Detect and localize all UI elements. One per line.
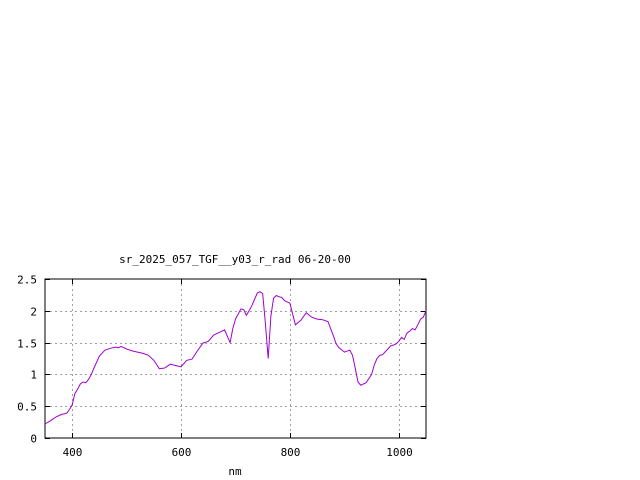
x-tick-label: 600 [172, 446, 192, 459]
y-tick-label: 0 [30, 433, 37, 446]
chart-title: sr_2025_057_TGF__y03_r_rad 06-20-00 [119, 253, 351, 266]
grid [45, 279, 426, 438]
y-tick-label: 1.5 [17, 338, 37, 351]
x-tick-label: 1000 [386, 446, 413, 459]
x-tick-label: 400 [63, 446, 83, 459]
x-axis-tick-labels: 400 600 800 1000 [63, 446, 413, 459]
y-tick-label: 2 [30, 306, 37, 319]
axis-ticks [45, 279, 426, 439]
y-tick-label: 0.5 [17, 401, 37, 414]
y-tick-label: 2.5 [17, 274, 37, 287]
y-tick-label: 1 [30, 369, 37, 382]
series-line [44, 291, 427, 425]
x-axis-label: nm [228, 465, 242, 478]
plot-area-frame [44, 278, 427, 439]
y-axis-tick-labels: 0 0.5 1 1.5 2 2.5 [17, 274, 37, 446]
x-tick-label: 800 [281, 446, 301, 459]
